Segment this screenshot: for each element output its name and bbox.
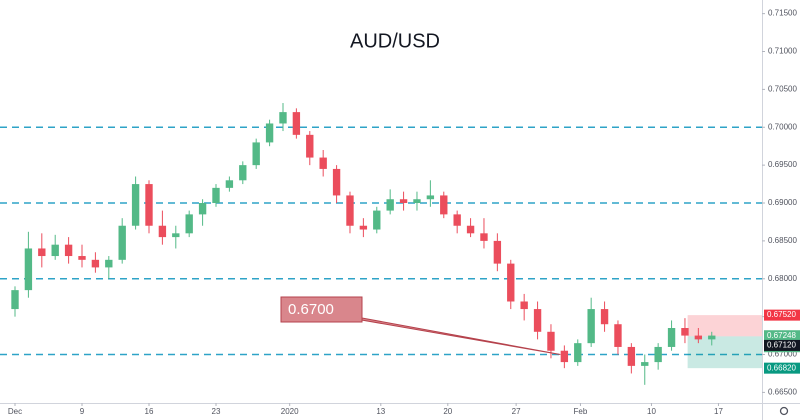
- candle-body: [440, 195, 448, 215]
- price-marker-label: 0.66820: [767, 363, 796, 372]
- candle-body: [694, 335, 703, 340]
- candle-body: [386, 199, 394, 211]
- candle-body: [681, 328, 689, 336]
- y-tick-label: 0.67000: [768, 350, 797, 359]
- candle-body: [332, 168, 341, 196]
- y-tick-label: 0.71500: [768, 9, 797, 18]
- candle-body: [614, 324, 622, 347]
- y-tick-label: 0.68000: [768, 274, 797, 283]
- candle-body: [708, 335, 716, 340]
- candle-body: [373, 210, 381, 230]
- candle-body: [172, 233, 180, 238]
- candle-body: [627, 346, 636, 366]
- candle-body: [453, 214, 461, 226]
- candle-body: [399, 199, 408, 204]
- x-tick-label: 2020: [281, 407, 299, 416]
- x-tick-label: Dec: [8, 407, 22, 416]
- candle-body: [560, 350, 569, 363]
- annotation-text: 0.6700: [288, 301, 334, 318]
- x-tick-label: 23: [212, 407, 221, 416]
- price-marker: [764, 339, 800, 351]
- candle-body: [507, 263, 515, 302]
- candle-body: [11, 290, 19, 310]
- price-marker-label: 0.67520: [767, 310, 796, 319]
- candle-body: [319, 157, 327, 169]
- y-tick-label: 0.71000: [768, 47, 797, 56]
- candle-body: [292, 112, 301, 135]
- x-tick-label: 13: [376, 407, 385, 416]
- price-marker-label: 0.67248: [767, 331, 796, 340]
- price-marker: [764, 309, 800, 321]
- candle-body: [359, 225, 368, 230]
- candle-body: [667, 328, 676, 347]
- candle-body: [252, 142, 260, 166]
- candle-body: [574, 343, 582, 363]
- annotation-box: [280, 296, 363, 323]
- settings-icon[interactable]: [779, 406, 789, 416]
- chart-title: AUD/USD: [350, 30, 440, 52]
- x-tick-label: Feb: [574, 407, 588, 416]
- candle-body: [185, 214, 193, 234]
- candle-body: [64, 244, 73, 257]
- candle-body: [212, 187, 220, 204]
- candle-body: [641, 362, 649, 366]
- x-tick-label: 27: [512, 407, 521, 416]
- candle-body: [158, 225, 167, 238]
- candle-body: [533, 309, 542, 332]
- x-tick-label: 10: [647, 407, 656, 416]
- candle-body: [600, 309, 609, 325]
- candle-body: [413, 199, 421, 204]
- price-marker: [764, 362, 800, 374]
- candle-body: [78, 256, 86, 260]
- candle-body: [198, 203, 207, 215]
- y-tick-label: 0.69000: [768, 198, 797, 207]
- candle-body: [265, 123, 274, 143]
- position-reward: [687, 336, 762, 369]
- candle-body: [346, 195, 354, 226]
- position-risk: [687, 315, 762, 337]
- x-tick-label: 20: [443, 407, 452, 416]
- y-tick-label: 0.70500: [768, 84, 797, 93]
- candle-body: [279, 112, 287, 124]
- candle-body: [38, 248, 46, 257]
- y-tick-label: 0.70000: [768, 122, 797, 131]
- candle-body: [239, 165, 247, 181]
- candle-body: [493, 240, 502, 264]
- candle-body: [118, 225, 126, 260]
- candle-body: [225, 180, 234, 188]
- x-tick-label: 9: [80, 407, 85, 416]
- y-tick-label: 0.69500: [768, 160, 797, 169]
- x-tick-label: 17: [714, 407, 723, 416]
- candle-body: [24, 248, 33, 291]
- candle-body: [105, 259, 113, 268]
- candle-body: [466, 225, 475, 234]
- candle-body: [131, 184, 140, 226]
- candle-body: [587, 309, 595, 344]
- y-tick-label: 0.68500: [768, 236, 797, 245]
- candle-body: [426, 195, 435, 200]
- candle-body: [91, 259, 100, 268]
- candle-body: [51, 244, 59, 257]
- price-marker: [764, 330, 800, 342]
- price-marker-label: 0.67120: [767, 341, 796, 350]
- candle-body: [520, 301, 528, 310]
- x-tick-label: 16: [145, 407, 154, 416]
- candle-body: [145, 184, 153, 226]
- candle-body: [654, 346, 662, 363]
- candle-body: [480, 233, 488, 241]
- y-tick-label: 0.66500: [768, 388, 797, 397]
- candle-body: [306, 134, 314, 158]
- candle-body: [547, 331, 555, 351]
